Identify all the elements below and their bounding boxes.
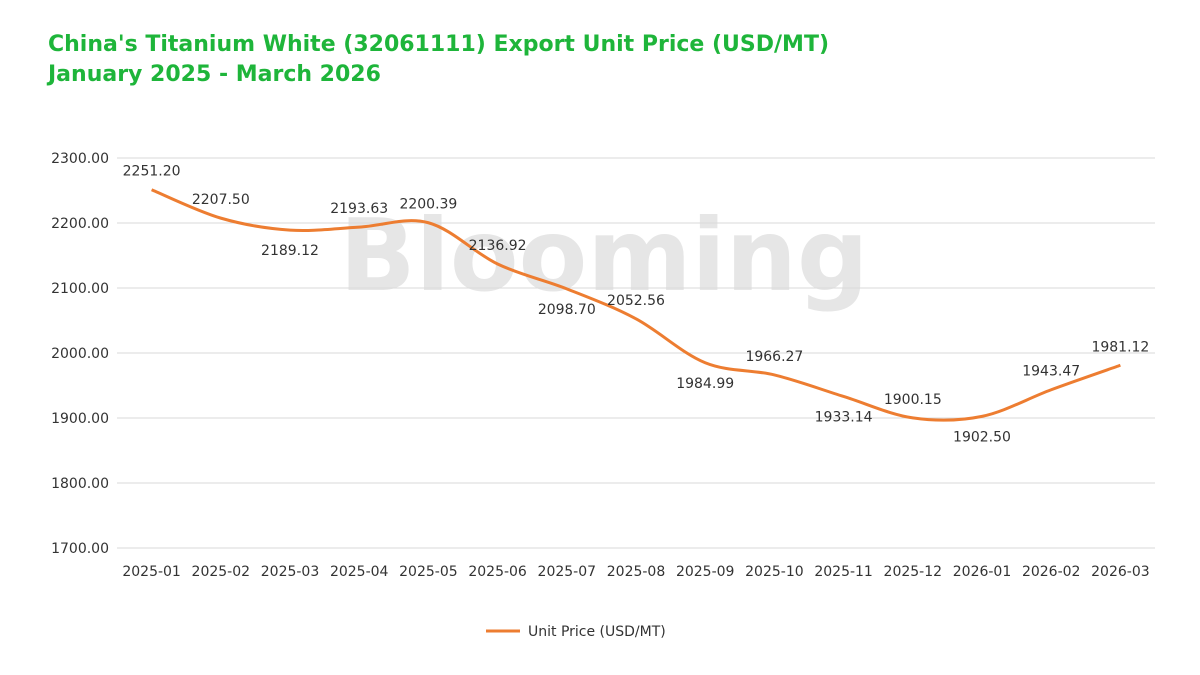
- data-label: 2251.20: [123, 164, 181, 180]
- data-label: 2136.92: [469, 238, 527, 254]
- y-axis-ticks: 1700.00 1800.00 1900.00 2000.00 2100.00 2200.…: [51, 151, 109, 557]
- data-label: 2193.63: [330, 201, 388, 217]
- x-tick-label: 2025-10: [745, 564, 804, 580]
- x-axis-ticks: 2025-01 2025-02 2025-03 2025-04 2025-05 2025-…: [122, 564, 1149, 580]
- watermark-text: Blooming: [339, 197, 868, 314]
- x-tick-label: 2026-01: [953, 564, 1012, 580]
- legend: Unit Price (USD/MT): [486, 624, 666, 640]
- x-tick-label: 2026-03: [1091, 564, 1150, 580]
- data-labels: 2251.20 2207.50 2189.12 2193.63 2200.39 2136.…: [123, 164, 1150, 446]
- series-line-unit-price: [151, 188, 1121, 422]
- x-tick-label: 2025-07: [538, 564, 597, 580]
- x-tick-label: 2025-09: [676, 564, 735, 580]
- data-label: 1984.99: [676, 376, 734, 392]
- x-tick-label: 2025-01: [122, 564, 181, 580]
- x-tick-label: 2025-06: [468, 564, 527, 580]
- y-tick-label: 2300.00: [51, 151, 109, 167]
- legend-label: Unit Price (USD/MT): [528, 624, 666, 640]
- chart-title: China's Titanium White (32061111) Export…: [48, 32, 829, 57]
- x-tick-label: 2025-02: [192, 564, 251, 580]
- x-tick-label: 2025-08: [607, 564, 666, 580]
- x-tick-label: 2025-04: [330, 564, 389, 580]
- x-tick-label: 2025-05: [399, 564, 458, 580]
- y-tick-label: 1700.00: [51, 541, 109, 557]
- data-label: 2098.70: [538, 302, 596, 318]
- data-label: 2189.12: [261, 243, 319, 259]
- y-tick-label: 1800.00: [51, 476, 109, 492]
- data-label: 2052.56: [607, 293, 665, 309]
- x-tick-label: 2025-03: [261, 564, 320, 580]
- data-label: 1902.50: [953, 429, 1011, 445]
- data-label: 1966.27: [745, 349, 803, 365]
- y-tick-label: 1900.00: [51, 411, 109, 427]
- chart-subtitle: January 2025 - March 2026: [48, 62, 381, 87]
- grid-lines: [117, 157, 1155, 549]
- data-label: 1933.14: [815, 409, 873, 425]
- x-tick-label: 2026-02: [1022, 564, 1081, 580]
- x-tick-label: 2025-12: [884, 564, 943, 580]
- y-tick-label: 2200.00: [51, 216, 109, 232]
- data-label: 2200.39: [399, 197, 457, 213]
- y-tick-label: 2100.00: [51, 281, 109, 297]
- x-tick-label: 2025-11: [814, 564, 873, 580]
- data-label: 1943.47: [1022, 364, 1080, 380]
- chart-title-block: China's Titanium White (32061111) Export…: [48, 30, 829, 90]
- data-label: 2207.50: [192, 192, 250, 208]
- data-label: 1981.12: [1091, 339, 1149, 355]
- data-label: 1900.15: [884, 392, 942, 408]
- y-tick-label: 2000.00: [51, 346, 109, 362]
